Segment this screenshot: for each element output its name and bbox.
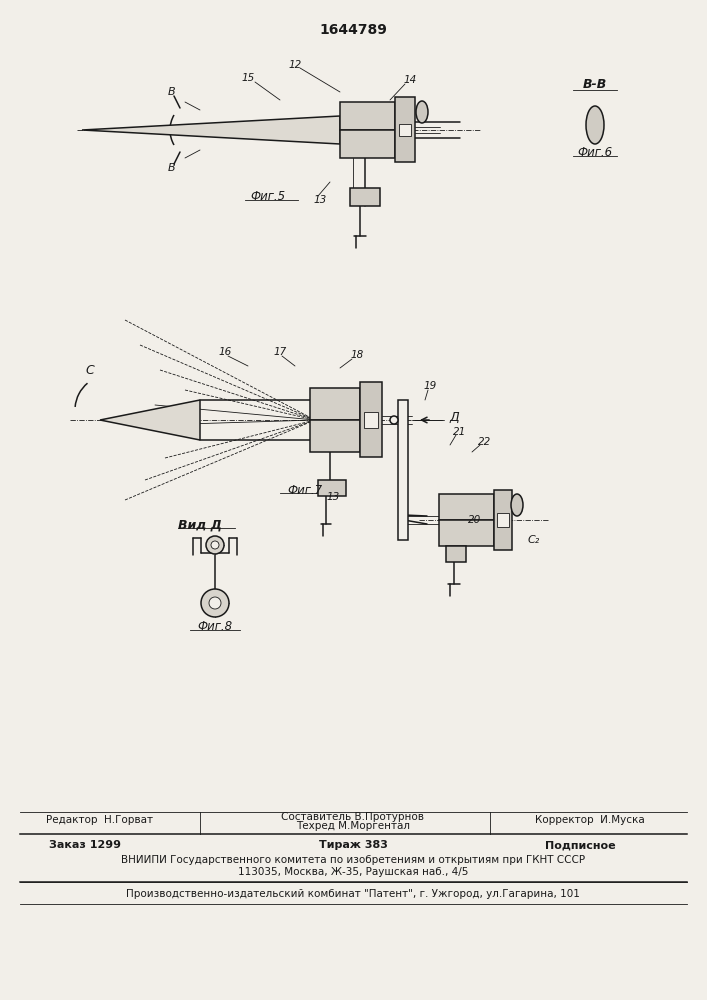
Bar: [340, 130, 395, 158]
Text: 16: 16: [218, 347, 232, 357]
Bar: [497, 513, 509, 527]
Circle shape: [390, 416, 398, 424]
Bar: [360, 382, 382, 457]
Text: Составитель В.Протурнов: Составитель В.Протурнов: [281, 812, 424, 822]
Text: Фиг.8: Фиг.8: [197, 620, 233, 634]
Text: 13: 13: [313, 195, 327, 205]
Text: Фиг.5: Фиг.5: [250, 190, 286, 204]
Bar: [446, 546, 466, 562]
Bar: [310, 388, 360, 420]
Bar: [340, 102, 395, 130]
Text: 19: 19: [423, 381, 437, 391]
Bar: [395, 97, 415, 162]
Bar: [399, 124, 411, 136]
Text: Подписное: Подписное: [544, 840, 615, 850]
Text: Заказ 1299: Заказ 1299: [49, 840, 121, 850]
Text: ВНИИПИ Государственного комитета по изобретениям и открытиям при ГКНТ СССР: ВНИИПИ Государственного комитета по изоб…: [121, 855, 585, 865]
Text: 13: 13: [327, 492, 339, 502]
Text: 17: 17: [274, 347, 286, 357]
Bar: [395, 97, 415, 162]
Ellipse shape: [511, 494, 523, 516]
Bar: [350, 188, 380, 206]
Ellipse shape: [416, 101, 428, 123]
Text: Редактор  Н.Горват: Редактор Н.Горват: [47, 815, 153, 825]
Text: С: С: [86, 363, 94, 376]
Text: 113035, Москва, Ж-35, Раушская наб., 4/5: 113035, Москва, Ж-35, Раушская наб., 4/5: [238, 867, 468, 877]
Ellipse shape: [416, 101, 428, 123]
Text: Производственно-издательский комбинат "Патент", г. Ужгород, ул.Гагарина, 101: Производственно-издательский комбинат "П…: [126, 889, 580, 899]
Bar: [494, 490, 512, 550]
Ellipse shape: [511, 494, 523, 516]
Text: 1644789: 1644789: [319, 23, 387, 37]
Text: В-В: В-В: [583, 79, 607, 92]
Circle shape: [209, 597, 221, 609]
Text: 20: 20: [468, 515, 481, 525]
Bar: [340, 102, 395, 130]
Text: Фиг.6: Фиг.6: [578, 146, 612, 159]
Bar: [340, 130, 395, 158]
Text: С₂: С₂: [528, 535, 540, 545]
Text: Техред М.Моргентал: Техред М.Моргентал: [296, 821, 410, 831]
Bar: [318, 480, 346, 496]
Bar: [439, 520, 494, 546]
Text: 15: 15: [241, 73, 255, 83]
Polygon shape: [82, 116, 340, 144]
Text: 18: 18: [351, 350, 363, 360]
Bar: [360, 382, 382, 457]
Bar: [494, 490, 512, 550]
Text: 14: 14: [404, 75, 416, 85]
Bar: [364, 412, 378, 428]
Bar: [439, 520, 494, 546]
Text: 12: 12: [288, 60, 302, 70]
Text: Фиг.7: Фиг.7: [288, 484, 322, 496]
Bar: [318, 480, 346, 496]
Bar: [439, 494, 494, 520]
Ellipse shape: [586, 106, 604, 144]
Text: 22: 22: [479, 437, 491, 447]
Bar: [310, 388, 360, 420]
Text: В: В: [168, 87, 176, 97]
Circle shape: [211, 541, 219, 549]
Text: В: В: [168, 163, 176, 173]
Text: Д: Д: [449, 410, 459, 424]
Circle shape: [206, 536, 224, 554]
Bar: [310, 420, 360, 452]
Polygon shape: [100, 400, 200, 440]
Bar: [350, 188, 380, 206]
Bar: [310, 420, 360, 452]
Bar: [439, 494, 494, 520]
Text: Вид Д: Вид Д: [178, 518, 222, 532]
Text: 21: 21: [453, 427, 467, 437]
Circle shape: [201, 589, 229, 617]
Text: Тираж 383: Тираж 383: [319, 840, 387, 850]
Ellipse shape: [586, 106, 604, 144]
Bar: [446, 546, 466, 562]
Text: Корректор  И.Муска: Корректор И.Муска: [535, 815, 645, 825]
Bar: [398, 400, 408, 540]
